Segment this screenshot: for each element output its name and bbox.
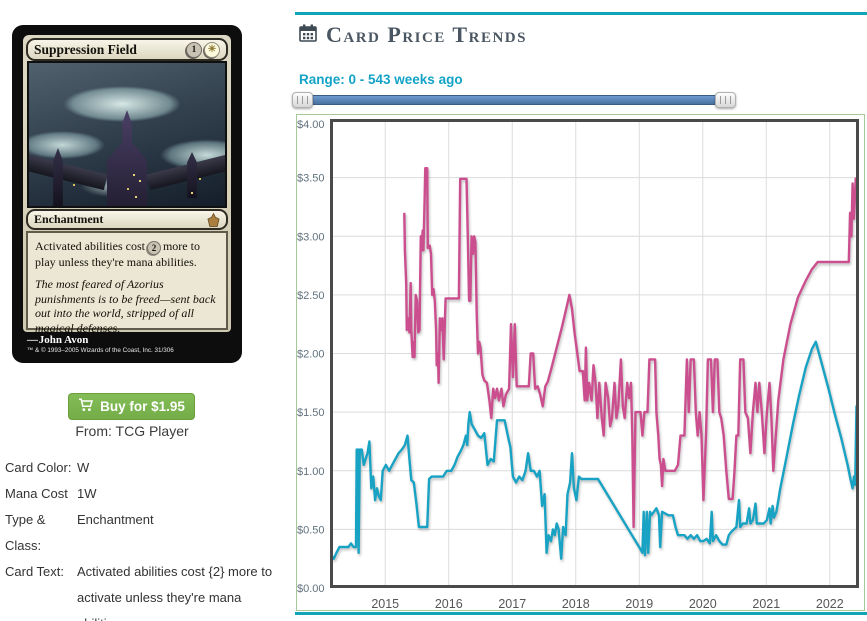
slider-grip-icon: [720, 96, 731, 104]
slider-grip-icon: [297, 96, 308, 104]
svg-text:$3.00: $3.00: [297, 231, 325, 243]
art-window-lights: [133, 174, 135, 176]
svg-text:$2.00: $2.00: [297, 349, 325, 361]
section-top-rule: [295, 12, 867, 15]
buy-button[interactable]: Buy for $1.95: [68, 393, 195, 420]
svg-text:2020: 2020: [689, 597, 717, 610]
card-type-bar: Enchantment: [26, 209, 228, 230]
section-bottom-rule: [295, 612, 867, 615]
svg-text:2015: 2015: [371, 597, 399, 610]
set-symbol-icon: [207, 212, 220, 227]
white-mana-icon: ☀: [204, 41, 220, 58]
slider-track[interactable]: [294, 95, 736, 105]
svg-text:$2.50: $2.50: [297, 290, 325, 302]
trends-header: Card Price Trends: [299, 22, 527, 48]
card-mana-cost: 1 ☀: [186, 41, 220, 58]
card-title-bar: Suppression Field 1 ☀: [26, 38, 228, 61]
card-title: Suppression Field: [34, 41, 137, 57]
card-art: [27, 61, 227, 208]
card-rules-text: Activated abilities cost 2 more to play un…: [35, 239, 200, 270]
card-artist: — John Avon: [27, 334, 89, 346]
art-glow-disc: [29, 127, 117, 163]
svg-text:2022: 2022: [816, 597, 844, 610]
svg-text:$3.50: $3.50: [297, 173, 325, 185]
card-image: Suppression Field 1 ☀ Enchantment: [12, 25, 242, 363]
slider-handle-left[interactable]: [292, 92, 313, 108]
svg-text:$1.00: $1.00: [297, 466, 325, 478]
svg-text:2016: 2016: [435, 597, 463, 610]
card-frame: Suppression Field 1 ☀ Enchantment: [23, 35, 231, 335]
svg-text:$4.00: $4.00: [297, 119, 325, 131]
price-chart-box: 2015 2016 2017 2018 2019 2020 2021 2022 $4.00 $3.…: [296, 114, 865, 611]
svg-text:2019: 2019: [625, 597, 653, 610]
svg-text:2017: 2017: [498, 597, 526, 610]
buy-source: From: TCG Player: [75, 423, 189, 439]
card-copyright: ™ & © 1993–2005 Wizards of the Coast, In…: [27, 347, 174, 354]
card-text-box: Activated abilities cost 2 more to play un…: [26, 231, 228, 335]
generic-2-mana-icon: 2: [146, 241, 161, 256]
card-details-list: Card Color: W Mana Cost 1W Type & Class:…: [5, 455, 273, 621]
card-type-line: Enchantment: [34, 212, 104, 226]
art-spire: [187, 152, 197, 198]
detail-row-mana-cost: Mana Cost 1W: [5, 486, 97, 501]
detail-row-card-color: Card Color: W: [5, 460, 90, 475]
svg-text:2018: 2018: [562, 597, 590, 610]
price-chart: 2015 2016 2017 2018 2019 2020 2021 2022 $4.00 $3.…: [297, 119, 859, 610]
svg-text:$0.00: $0.00: [297, 583, 325, 595]
calendar-icon: [299, 24, 317, 47]
buy-button-label: Buy for $1.95: [100, 399, 185, 414]
art-spire: [53, 148, 63, 206]
slider-handle-right[interactable]: [715, 92, 736, 108]
generic-mana-icon: 1: [186, 41, 202, 58]
svg-text:$1.50: $1.50: [297, 407, 325, 419]
range-label: Range: 0 - 543 weeks ago: [299, 72, 463, 87]
art-glow-disc: [47, 81, 197, 127]
svg-text:$0.50: $0.50: [297, 524, 325, 536]
detail-row-type-class: Type & Class: Enchantment: [5, 512, 154, 553]
range-slider: [292, 92, 738, 110]
detail-row-card-text: Card Text: Activated abilities cost {2} …: [5, 564, 273, 621]
trends-title: Card Price Trends: [326, 22, 527, 47]
svg-text:2021: 2021: [752, 597, 780, 610]
card-flavor-text: The most feared of Azorius punishments i…: [35, 277, 216, 335]
cart-icon: [78, 398, 94, 415]
